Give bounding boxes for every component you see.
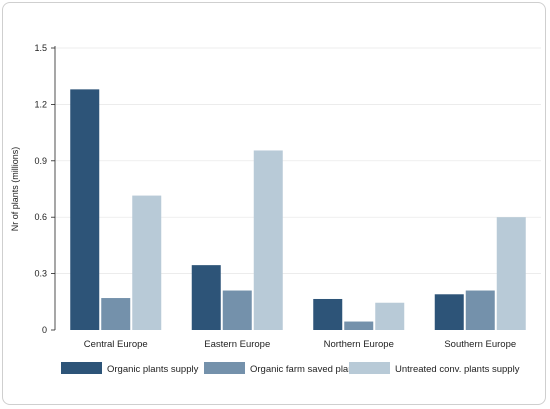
bar	[313, 298, 343, 330]
legend-swatch	[204, 362, 245, 374]
chart-frame: 0 0.3 0.6 0.9 1.2 1.5 Nr of plants (millions)…	[2, 2, 546, 405]
y-tick-label: 0.6	[34, 212, 47, 222]
x-axis-categories: Central Europe Eastern Europe Northern Eur…	[84, 339, 516, 350]
bar-chart: 0 0.3 0.6 0.9 1.2 1.5 Nr of plants (millions)…	[10, 43, 541, 375]
bar	[434, 294, 464, 330]
bar	[375, 302, 405, 330]
y-axis-title: Nr of plants (millions)	[10, 147, 20, 232]
bar	[222, 290, 252, 330]
bar	[496, 217, 526, 330]
bar	[70, 89, 100, 330]
bar	[253, 150, 283, 330]
y-axis: 0 0.3 0.6 0.9 1.2 1.5	[34, 43, 56, 335]
legend-swatch	[349, 362, 390, 374]
y-tick-label: 1.5	[34, 43, 47, 53]
x-category-label: Southern Europe	[444, 339, 516, 350]
bar	[465, 290, 495, 330]
x-category-label: Eastern Europe	[204, 339, 270, 350]
gridlines	[55, 47, 541, 274]
y-tick-label: 0	[42, 325, 47, 335]
legend-label: Untreated conv. plants supply	[395, 364, 520, 375]
y-tick-label: 0.9	[34, 156, 47, 166]
x-category-label: Northern Europe	[324, 339, 394, 350]
legend-swatch	[61, 362, 102, 374]
legend: Organic plants supply Organic farm saved …	[61, 362, 520, 375]
bar	[101, 298, 131, 330]
y-tick-label: 0.3	[34, 269, 47, 279]
legend-label: Organic farm saved plants	[250, 364, 361, 375]
bars	[70, 89, 526, 330]
bar	[191, 265, 221, 330]
x-category-label: Central Europe	[84, 339, 148, 350]
y-tick-label: 1.2	[34, 99, 47, 109]
bar	[132, 195, 162, 330]
legend-label: Organic plants supply	[107, 364, 199, 375]
bar	[344, 321, 374, 330]
